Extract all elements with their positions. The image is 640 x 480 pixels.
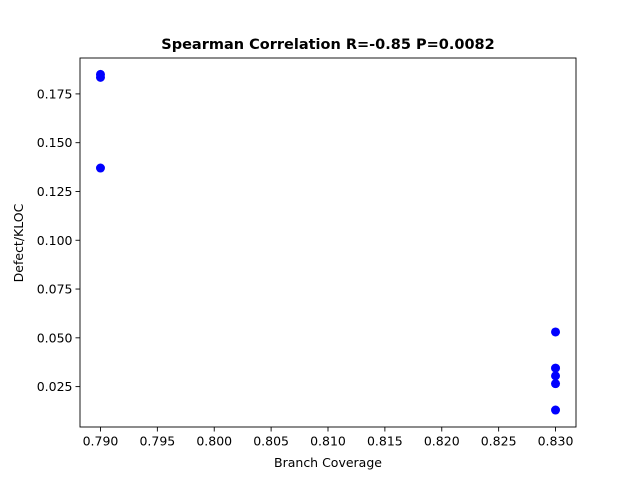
x-tick-label: 0.790: [83, 434, 119, 449]
x-tick-label: 0.820: [424, 434, 460, 449]
y-tick-label: 0.075: [37, 282, 73, 297]
x-tick-label: 0.815: [367, 434, 403, 449]
x-tick-label: 0.800: [196, 434, 232, 449]
y-axis-ticks: 0.025 0.050 0.075 0.100 0.125 0.150 0.175: [37, 86, 80, 394]
y-tick-label: 0.125: [37, 184, 73, 199]
y-tick-label: 0.175: [37, 86, 73, 101]
y-tick-label: 0.150: [37, 135, 73, 150]
x-tick-label: 0.810: [310, 434, 346, 449]
y-axis-label: Defect/KLOC: [11, 203, 26, 282]
data-point: [95, 163, 105, 173]
x-tick-label: 0.825: [481, 434, 517, 449]
x-axis-ticks: 0.790 0.795 0.800 0.805 0.810 0.815 0.820 0.825…: [83, 427, 574, 449]
x-tick-label: 0.830: [538, 434, 574, 449]
data-point: [95, 72, 105, 82]
y-tick-label: 0.050: [37, 330, 73, 345]
data-points: [95, 69, 561, 415]
data-point: [551, 405, 561, 415]
x-axis-label: Branch Coverage: [274, 455, 382, 470]
data-point: [551, 379, 561, 389]
x-tick-label: 0.805: [253, 434, 289, 449]
data-point: [551, 327, 561, 337]
y-tick-label: 0.100: [37, 233, 73, 248]
y-tick-label: 0.025: [37, 379, 73, 394]
data-point: [551, 363, 561, 373]
x-tick-label: 0.795: [139, 434, 175, 449]
data-point: [551, 371, 561, 381]
chart-title: Spearman Correlation R=-0.85 P=0.0082: [161, 37, 494, 53]
